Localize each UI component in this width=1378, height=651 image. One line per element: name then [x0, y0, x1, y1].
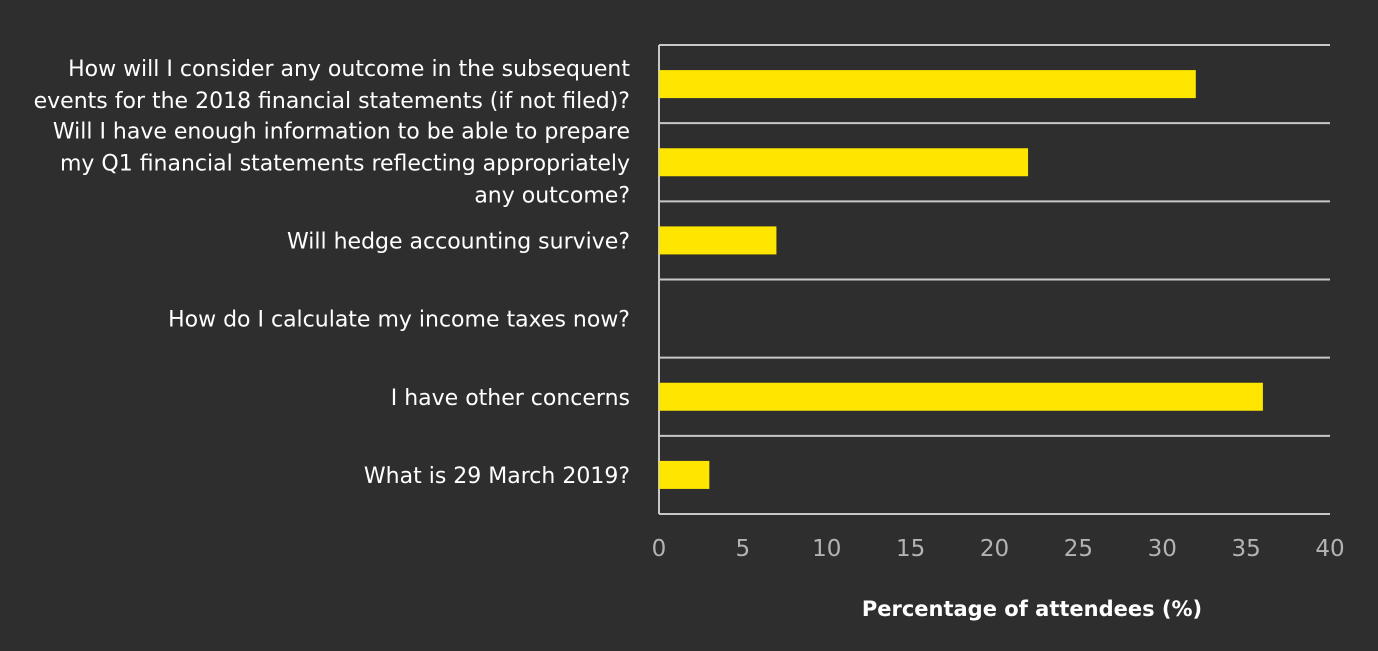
category-label: Will I have enough information to be abl… — [53, 119, 630, 208]
category-label: What is 29 March 2019? — [364, 464, 630, 489]
x-tick-label: 35 — [1231, 536, 1260, 562]
x-tick-label: 10 — [812, 536, 841, 562]
category-label: How will I consider any outcome in the s… — [34, 57, 631, 114]
bar — [659, 226, 777, 255]
x-tick-label: 5 — [736, 536, 751, 562]
bar — [659, 70, 1196, 99]
category-labels: How will I consider any outcome in the s… — [34, 57, 631, 489]
category-label-line: How do I calculate my income taxes now? — [168, 308, 630, 333]
category-label-line: How will I consider any outcome in the s… — [68, 57, 630, 82]
category-label-line: any outcome? — [474, 183, 630, 208]
category-label-line: What is 29 March 2019? — [364, 464, 630, 489]
bar — [659, 382, 1263, 411]
gridlines — [658, 44, 1330, 515]
category-label-line: Will I have enough information to be abl… — [53, 119, 630, 144]
category-label-line: I have other concerns — [391, 386, 630, 411]
category-label: I have other concerns — [391, 386, 630, 411]
x-tick-label: 30 — [1148, 536, 1177, 562]
bar — [659, 460, 710, 489]
x-tick-label: 40 — [1315, 536, 1344, 562]
bar — [659, 148, 1029, 177]
x-tick-label: 20 — [980, 536, 1009, 562]
x-tick-label: 15 — [896, 536, 925, 562]
category-label: How do I calculate my income taxes now? — [168, 308, 630, 333]
x-tick-label: 25 — [1064, 536, 1093, 562]
category-label-line: Will hedge accounting survive? — [287, 229, 630, 254]
x-axis-title: Percentage of attendees (%) — [862, 597, 1202, 621]
category-label-line: events for the 2018 financial statements… — [34, 89, 630, 114]
category-label-line: my Q1 financial statements reflecting ap… — [60, 151, 630, 176]
x-tick-labels: 0 5 10 15 20 25 30 35 40 — [652, 536, 1345, 562]
category-label: Will hedge accounting survive? — [287, 229, 630, 254]
bars — [659, 70, 1263, 489]
x-tick-label: 0 — [652, 536, 667, 562]
